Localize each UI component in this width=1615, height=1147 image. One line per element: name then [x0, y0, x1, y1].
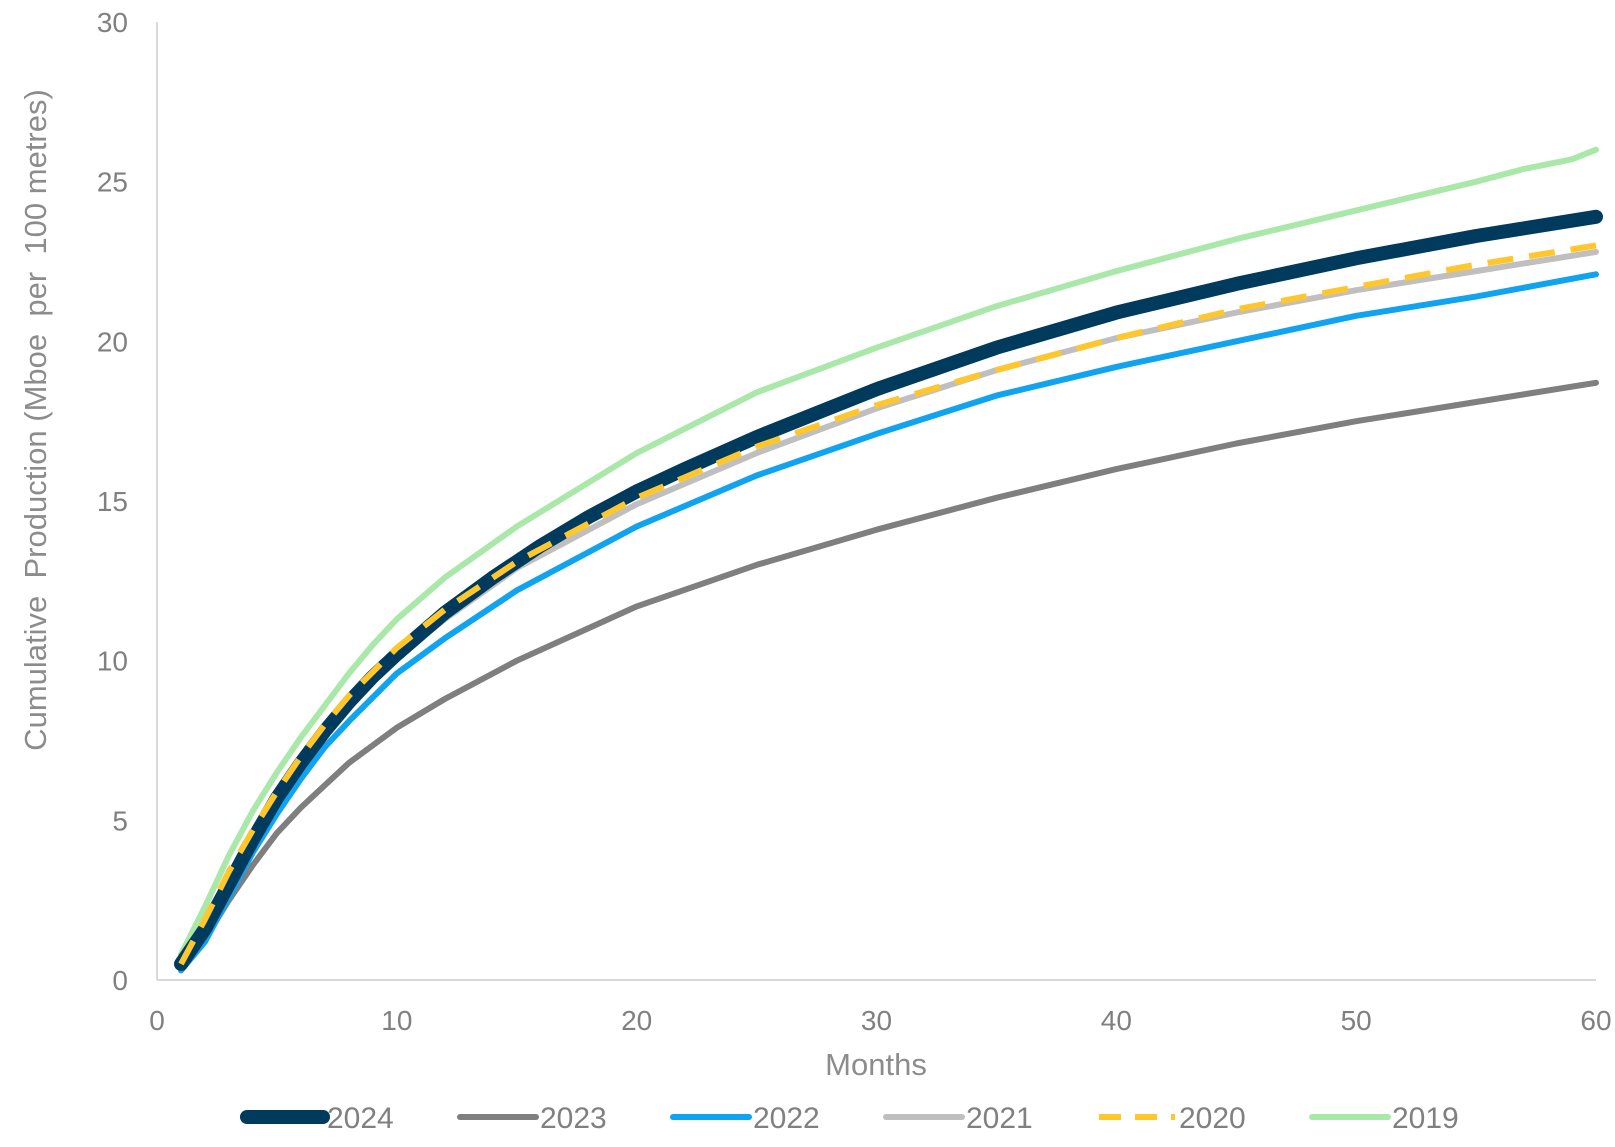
- legend: 2024 2023 2022 2021 2020 2019: [240, 1102, 1459, 1135]
- series-line-2023: [178, 379, 1599, 971]
- legend-label-2022: 2022: [753, 1102, 820, 1135]
- series-line-2019: [178, 146, 1599, 958]
- y-tick-label: 25: [97, 167, 128, 198]
- x-tick-label: 0: [149, 1005, 165, 1036]
- x-tick-label: 60: [1580, 1005, 1611, 1036]
- legend-label-2019: 2019: [1392, 1102, 1459, 1135]
- series-line-2020: [178, 242, 1597, 966]
- legend-label-2020: 2020: [1179, 1102, 1246, 1135]
- legend-label-2024: 2024: [327, 1102, 394, 1135]
- y-tick-label: 10: [97, 646, 128, 677]
- y-tick-label: 0: [112, 965, 128, 996]
- x-tick-label: 20: [621, 1005, 652, 1036]
- y-tick-label: 5: [112, 805, 128, 836]
- legend-label-2023: 2023: [540, 1102, 607, 1135]
- series-line-2021: [178, 248, 1599, 967]
- y-axis-title: Cumulative Production (Mboe per 100 metr…: [18, 89, 53, 751]
- x-tick-label: 40: [1101, 1005, 1132, 1036]
- series-line-2024: [174, 209, 1603, 971]
- x-tick-labels: 0 10 20 30 40 50 60: [149, 1005, 1611, 1036]
- axes: [156, 22, 1596, 981]
- series-lines: [174, 146, 1603, 974]
- x-tick-label: 50: [1341, 1005, 1372, 1036]
- y-tick-label: 30: [97, 7, 128, 38]
- y-tick-labels: 0 5 10 15 20 25 30: [97, 7, 128, 996]
- x-tick-label: 10: [381, 1005, 412, 1036]
- y-tick-label: 15: [97, 486, 128, 517]
- legend-label-2021: 2021: [966, 1102, 1033, 1135]
- y-tick-label: 20: [97, 326, 128, 357]
- x-tick-label: 30: [861, 1005, 892, 1036]
- x-axis-title: Months: [825, 1047, 927, 1082]
